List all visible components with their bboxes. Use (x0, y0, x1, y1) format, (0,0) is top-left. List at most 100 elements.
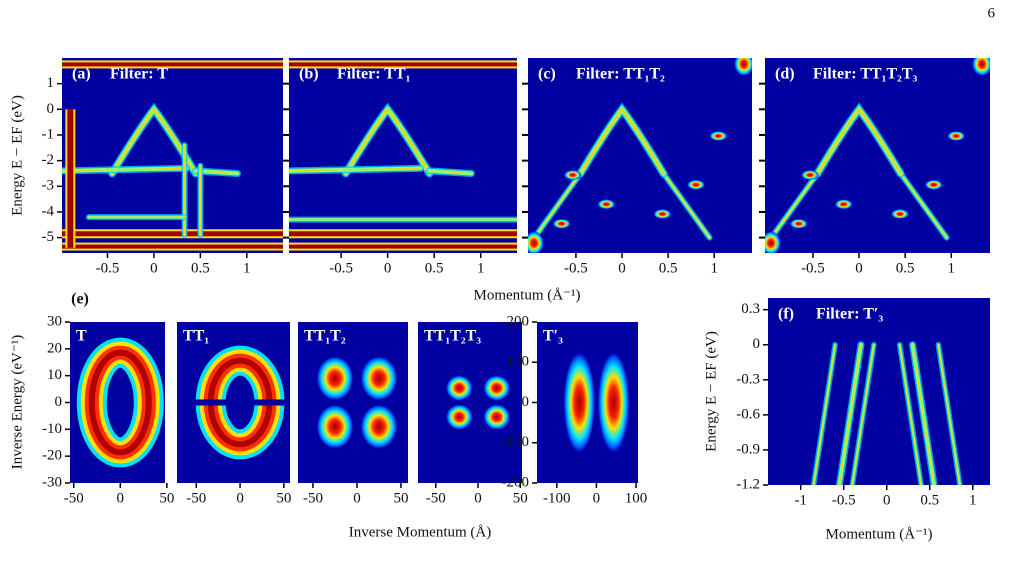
x-tick-label: -50 (426, 490, 446, 506)
feature (891, 209, 909, 219)
x-tick-label: 0.5 (920, 492, 939, 508)
panel-label: (f) (778, 306, 794, 323)
x-tick-label: 0.5 (896, 260, 915, 276)
y-tick-label: 100 (507, 354, 530, 370)
x-tick-label: 1 (969, 492, 977, 508)
feature (947, 131, 966, 141)
x-tick-label: -50 (64, 490, 84, 506)
feature (177, 399, 290, 406)
panel (298, 322, 408, 483)
panel-title: TT₁T₂T₃ (424, 328, 481, 345)
feature (445, 404, 473, 430)
panel-title: Filter: TT₁ (337, 66, 411, 83)
feature (344, 107, 431, 175)
feature (579, 107, 665, 175)
x-tick-label: -1 (794, 492, 807, 508)
feature (899, 344, 922, 485)
feature (597, 350, 630, 455)
heatmap (177, 345, 290, 460)
feature (360, 355, 398, 401)
x-tick-label: -0.5 (801, 260, 825, 276)
x-tick-label: 0 (353, 490, 361, 506)
heatmap (289, 60, 517, 251)
feature (316, 404, 354, 450)
x-tick-label: 1 (243, 260, 251, 276)
y-tick-label: -2 (42, 152, 55, 168)
feature (734, 58, 752, 76)
feature (62, 62, 283, 67)
feature (563, 170, 582, 180)
feature (445, 375, 473, 401)
feature (289, 231, 517, 237)
panel-title: T′₃ (543, 328, 563, 345)
feature (770, 172, 948, 239)
heatmap (765, 58, 990, 253)
panel-label: (b) (299, 66, 319, 83)
x-tick-label: 0.5 (425, 260, 444, 276)
panel-title: Filter: TT₁T₂ (576, 66, 665, 83)
y-tick-label: 0 (55, 394, 63, 410)
feature (816, 107, 902, 175)
y-tick-label: 0.3 (741, 301, 760, 317)
x-tick-label: 50 (393, 490, 408, 506)
x-tick-label: 0 (474, 490, 482, 506)
y-tick-label: -100 (502, 434, 530, 450)
feature (289, 62, 517, 67)
feature (111, 107, 197, 175)
heatmap (563, 350, 630, 455)
heatmap (528, 58, 752, 253)
feature (528, 231, 544, 253)
panel-label: (e) (71, 291, 89, 308)
panel (528, 58, 752, 253)
feature (765, 231, 781, 253)
feature (563, 350, 596, 455)
x-tick-label: -50 (303, 490, 323, 506)
heatmap-background (298, 322, 408, 483)
y-tick-label: -200 (502, 474, 530, 490)
x-tick-label: 50 (159, 490, 174, 506)
y-axis-label: Energy E − EF (eV) (703, 331, 719, 452)
x-tick-label: 0 (593, 490, 601, 506)
heatmap (445, 375, 511, 430)
feature (67, 109, 74, 248)
feature (972, 58, 990, 76)
heatmap-background (62, 58, 283, 253)
y-tick-label: -5 (42, 229, 55, 245)
x-tick-label: 50 (276, 490, 291, 506)
x-tick-label: -0.5 (329, 260, 353, 276)
x-tick-label: 0 (618, 260, 626, 276)
y-tick-label: -1 (42, 126, 55, 142)
feature (289, 167, 472, 174)
y-tick-label: 1 (47, 75, 55, 91)
feature (289, 244, 517, 249)
feature (483, 375, 511, 401)
x-tick-label: -0.5 (564, 260, 588, 276)
feature (924, 179, 943, 190)
x-tick-label: 1 (477, 260, 485, 276)
panel (62, 58, 283, 253)
y-tick-label: 0 (753, 336, 761, 352)
x-tick-label: 0 (150, 260, 158, 276)
feature (838, 344, 862, 485)
page-number: 6 (988, 5, 996, 21)
panel-title: TT₁T₂ (304, 328, 346, 345)
panel-title: T (76, 328, 87, 345)
feature (316, 355, 354, 401)
panel-label: (a) (72, 66, 91, 83)
feature (597, 199, 616, 210)
y-tick-label: -10 (42, 421, 62, 437)
x-axis-label: Momentum (Å⁻¹) (826, 526, 933, 542)
feature (62, 244, 283, 249)
panel-title: TT₁ (183, 328, 209, 345)
heatmap (76, 337, 164, 468)
feature (88, 349, 152, 456)
panel-title: Filter: T′₃ (816, 306, 883, 323)
feature (801, 170, 819, 180)
feature (789, 218, 808, 229)
y-axis-label: Inverse Energy (eV⁻¹) (9, 335, 25, 470)
feature (552, 218, 571, 229)
panel (177, 322, 290, 483)
x-tick-label: -100 (543, 490, 571, 506)
feature (360, 404, 398, 450)
